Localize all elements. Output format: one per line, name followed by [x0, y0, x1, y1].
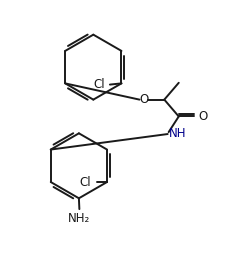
- Text: NH₂: NH₂: [68, 212, 91, 225]
- Text: O: O: [139, 93, 149, 106]
- Text: NH: NH: [169, 127, 186, 140]
- Text: Cl: Cl: [80, 176, 91, 189]
- Text: Cl: Cl: [93, 78, 105, 91]
- Text: O: O: [198, 110, 207, 123]
